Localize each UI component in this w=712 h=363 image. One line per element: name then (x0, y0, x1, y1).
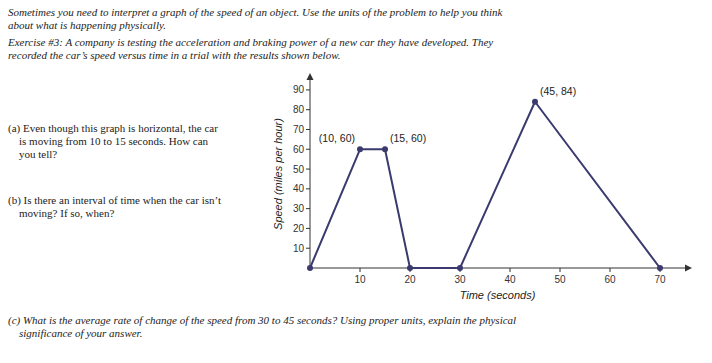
x-tick (360, 268, 361, 272)
y-tick-label: 20 (293, 223, 305, 234)
y-tick-label: 30 (293, 203, 305, 214)
x-tick (610, 268, 611, 272)
point-annotation: (10, 60) (319, 132, 355, 144)
x-axis-arrow (685, 265, 692, 272)
data-point (407, 265, 413, 271)
x-tick-label: 40 (504, 274, 516, 285)
x-tick-label: 70 (654, 274, 666, 285)
text-line: recorded the car’s speed versus time in … (8, 49, 340, 61)
x-tick-label: 20 (404, 274, 416, 285)
text-line: moving? If so, when? (8, 207, 114, 219)
text-line: Sometimes you need to interpret a graph … (8, 6, 504, 18)
x-tick-label: 60 (604, 274, 616, 285)
question-text: (a) Even though this graph is horizontal… (8, 122, 218, 160)
text-line: (b) Is there an interval of time when th… (8, 194, 221, 207)
y-axis-arrow (307, 73, 314, 80)
y-tick (306, 129, 310, 130)
data-point (457, 265, 463, 271)
text-line: you tell? (8, 148, 57, 160)
y-tick (306, 208, 310, 209)
y-tick-label: 40 (293, 183, 305, 194)
data-point (307, 265, 313, 271)
x-axis-line (310, 268, 685, 269)
speed-line (310, 102, 660, 268)
x-tick-label: 10 (354, 274, 366, 285)
data-point (657, 265, 663, 271)
y-axis-label: Speed (miles per hour) (272, 118, 284, 230)
data-point (357, 146, 363, 152)
y-tick (306, 109, 310, 110)
x-tick-label: 50 (554, 274, 566, 285)
exercise-text: Exercise #3: A company is testing the ac… (7, 36, 493, 61)
data-point (382, 146, 388, 152)
x-tick (510, 268, 511, 272)
point-annotation: (45, 84) (540, 85, 576, 97)
question-text: (c) What is the average rate of change o… (8, 314, 516, 339)
y-axis-line (310, 80, 311, 268)
text-line: Exercise #3: A company is testing the ac… (7, 36, 493, 48)
y-tick-label: 80 (293, 104, 305, 115)
plot-data (307, 99, 663, 271)
text-line: (a) Even though this graph is horizontal… (8, 122, 218, 135)
y-tick-label: 70 (293, 124, 305, 135)
x-axis-label: Time (seconds) (460, 289, 536, 301)
y-tick (306, 228, 310, 229)
question-text: (b) Is there an interval of time when th… (8, 194, 221, 219)
y-tick (306, 248, 310, 249)
axes: 10 20 30 40 50 60 70 10 20 30 40 50 60 70 80 90 (293, 73, 692, 285)
y-tick (306, 188, 310, 189)
header-text: Sometimes you need to interpret a graph … (8, 6, 504, 31)
text-line: significance of your answer. (8, 327, 142, 339)
text-line: is moving from 10 to 15 seconds. How can (8, 135, 209, 147)
y-tick-label: 10 (293, 243, 305, 254)
text-line: (c) What is the average rate of change o… (8, 314, 516, 327)
text-line: about what is happening physically. (8, 19, 166, 31)
chart: Sometimes you need to interpret a graph … (0, 0, 712, 363)
y-tick-label: 60 (293, 144, 305, 155)
y-tick (306, 149, 310, 150)
y-tick (306, 169, 310, 170)
x-tick (560, 268, 561, 272)
point-annotation: (15, 60) (390, 132, 426, 144)
y-tick (306, 89, 310, 90)
x-tick-label: 30 (454, 274, 466, 285)
y-tick-label: 90 (293, 84, 305, 95)
data-point (532, 99, 538, 105)
y-tick-label: 50 (293, 164, 305, 175)
